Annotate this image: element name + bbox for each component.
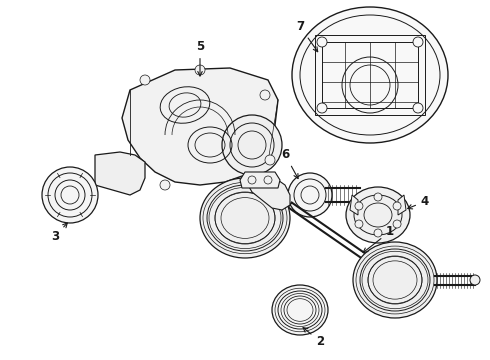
Ellipse shape xyxy=(140,75,150,85)
Ellipse shape xyxy=(317,37,327,47)
Ellipse shape xyxy=(355,202,363,210)
Ellipse shape xyxy=(222,115,282,175)
Polygon shape xyxy=(398,195,406,215)
Ellipse shape xyxy=(42,167,98,223)
Ellipse shape xyxy=(346,187,410,243)
Ellipse shape xyxy=(374,193,382,201)
Ellipse shape xyxy=(265,155,275,165)
Text: 3: 3 xyxy=(51,223,67,243)
Polygon shape xyxy=(248,175,290,210)
Ellipse shape xyxy=(195,65,205,75)
Polygon shape xyxy=(122,68,278,185)
Ellipse shape xyxy=(248,176,256,184)
Polygon shape xyxy=(95,152,145,195)
Polygon shape xyxy=(350,195,358,215)
Polygon shape xyxy=(240,172,280,188)
Ellipse shape xyxy=(355,220,363,228)
Ellipse shape xyxy=(353,242,437,318)
Ellipse shape xyxy=(413,103,423,113)
Ellipse shape xyxy=(470,275,480,285)
Ellipse shape xyxy=(260,90,270,100)
Text: 5: 5 xyxy=(196,40,204,76)
Ellipse shape xyxy=(393,220,401,228)
Ellipse shape xyxy=(374,229,382,237)
Ellipse shape xyxy=(413,37,423,47)
Text: 7: 7 xyxy=(296,20,318,52)
Ellipse shape xyxy=(292,7,448,143)
Text: 6: 6 xyxy=(281,148,298,179)
Ellipse shape xyxy=(393,202,401,210)
Ellipse shape xyxy=(317,103,327,113)
Ellipse shape xyxy=(288,173,332,217)
Text: 1: 1 xyxy=(363,225,394,252)
Ellipse shape xyxy=(200,178,290,258)
Ellipse shape xyxy=(160,180,170,190)
Text: 4: 4 xyxy=(408,195,429,209)
Ellipse shape xyxy=(272,285,328,335)
Ellipse shape xyxy=(264,176,272,184)
Text: 2: 2 xyxy=(303,328,324,348)
